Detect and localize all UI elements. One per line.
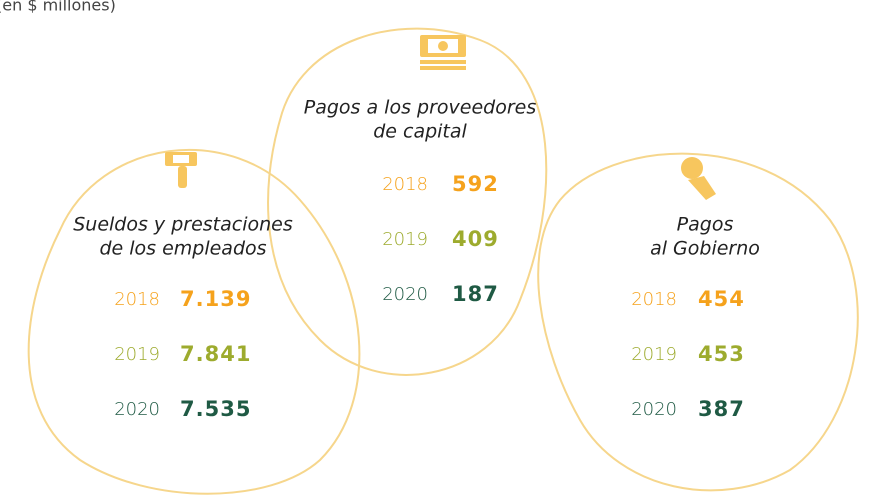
blob-right <box>537 152 859 492</box>
amount: 187 <box>452 282 499 306</box>
amount: 409 <box>452 227 499 251</box>
note: (en $ millones) <box>0 0 116 15</box>
year-label: 2019 <box>382 229 428 250</box>
year-label: 2020 <box>631 399 677 420</box>
group-title: de los empleados <box>99 238 266 260</box>
group-title: al Gobierno <box>650 238 760 260</box>
blob-middle <box>267 27 548 376</box>
blob-left <box>27 148 361 495</box>
icon-capital <box>420 35 466 70</box>
amount: 7.535 <box>180 397 251 421</box>
year-label: 2020 <box>114 399 160 420</box>
icon-government <box>681 157 716 200</box>
icon-salary <box>165 152 197 188</box>
year-label: 2019 <box>631 344 677 365</box>
group-title: Pagos a los proveedores <box>304 97 537 119</box>
amount: 453 <box>698 342 745 366</box>
group-title: Sueldos y prestaciones <box>73 214 293 236</box>
amount: 454 <box>698 287 745 311</box>
year-label: 2020 <box>382 284 428 305</box>
amount: 592 <box>452 172 499 196</box>
year-label: 2018 <box>382 174 428 195</box>
amount: 387 <box>698 397 745 421</box>
group-title: Pagos <box>677 214 734 236</box>
year-label: 2018 <box>114 289 160 310</box>
group-title: de capital <box>373 121 467 143</box>
year-label: 2018 <box>631 289 677 310</box>
year-label: 2019 <box>114 344 160 365</box>
amount: 7.139 <box>180 287 251 311</box>
amount: 7.841 <box>180 342 251 366</box>
